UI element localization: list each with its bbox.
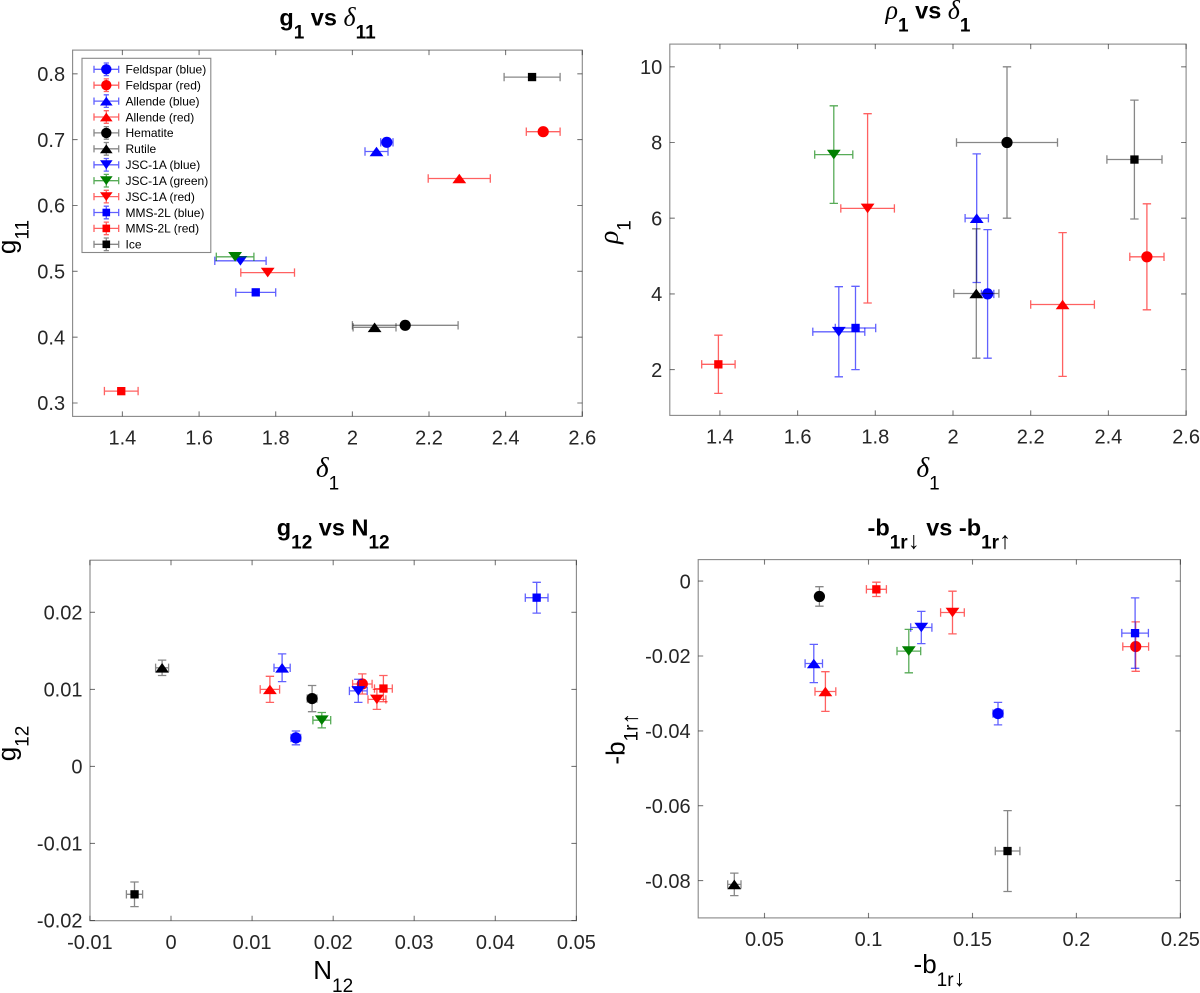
svg-text:Allende (blue): Allende (blue) [126, 94, 200, 108]
svg-text:g1​ vs δ11​: g1​ vs δ11​ [279, 3, 376, 44]
svg-text:2.6: 2.6 [568, 428, 596, 450]
svg-text:-0.02: -0.02 [37, 911, 83, 933]
svg-text:-0.02: -0.02 [645, 646, 691, 668]
svg-text:ρ1​ vs δ1​: ρ1​ vs δ1​ [885, 0, 971, 37]
svg-text:2: 2 [651, 360, 662, 382]
svg-text:-0.06: -0.06 [645, 796, 691, 818]
svg-text:0.01: 0.01 [44, 680, 83, 702]
svg-text:1.4: 1.4 [706, 427, 734, 449]
svg-text:-b1r↑​: -b1r↑​ [600, 713, 642, 765]
svg-text:Ice: Ice [126, 238, 142, 252]
svg-text:0.7: 0.7 [37, 130, 65, 152]
svg-text:8: 8 [651, 133, 662, 155]
svg-text:-b1r↓​ vs -b1r↑​: -b1r↓​ vs -b1r↑​ [868, 515, 1012, 555]
svg-text:1.8: 1.8 [262, 428, 290, 450]
svg-text:-b1r↓​: -b1r↓​ [914, 949, 966, 991]
svg-text:1.6: 1.6 [784, 427, 812, 449]
svg-text:0.1: 0.1 [855, 929, 883, 951]
svg-text:JSC-1A (green): JSC-1A (green) [126, 174, 209, 188]
svg-text:0: 0 [680, 571, 691, 593]
svg-text:1.6: 1.6 [185, 428, 213, 450]
svg-text:-0.04: -0.04 [645, 721, 691, 743]
svg-text:ρ1​: ρ1​ [593, 220, 636, 245]
svg-text:Rutile: Rutile [126, 142, 157, 156]
svg-text:2.4: 2.4 [1094, 427, 1122, 449]
svg-text:2: 2 [947, 427, 958, 449]
svg-text:0.8: 0.8 [37, 64, 65, 86]
svg-text:0.04: 0.04 [476, 932, 515, 954]
svg-text:10: 10 [640, 57, 662, 79]
svg-text:JSC-1A (red): JSC-1A (red) [126, 190, 195, 204]
svg-text:Hematite: Hematite [126, 126, 174, 140]
svg-text:0.02: 0.02 [314, 932, 353, 954]
svg-text:0: 0 [165, 932, 176, 954]
svg-text:2.6: 2.6 [1172, 427, 1200, 449]
svg-text:0.5: 0.5 [37, 262, 65, 284]
svg-text:δ1​: δ1​ [916, 452, 939, 495]
svg-text:MMS-2L (red): MMS-2L (red) [126, 222, 200, 236]
svg-text:2.2: 2.2 [1017, 427, 1045, 449]
svg-text:g12​ vs N12​: g12​ vs N12​ [277, 515, 390, 554]
svg-text:0.25: 0.25 [1161, 929, 1200, 951]
svg-text:0.05: 0.05 [557, 932, 596, 954]
svg-text:Allende (red): Allende (red) [126, 110, 195, 124]
svg-text:Feldspar (blue): Feldspar (blue) [126, 63, 207, 77]
svg-text:MMS-2L (blue): MMS-2L (blue) [126, 206, 205, 220]
svg-text:1.4: 1.4 [108, 428, 136, 450]
svg-text:0.4: 0.4 [37, 327, 65, 349]
svg-text:N12​: N12​ [313, 955, 353, 993]
svg-text:6: 6 [651, 208, 662, 230]
svg-text:0.2: 0.2 [1062, 929, 1090, 951]
svg-text:2.2: 2.2 [415, 428, 443, 450]
svg-text:4: 4 [651, 284, 662, 306]
svg-text:2.4: 2.4 [492, 428, 520, 450]
svg-text:0: 0 [71, 757, 82, 779]
svg-text:1.8: 1.8 [861, 427, 889, 449]
svg-text:0.05: 0.05 [745, 929, 784, 951]
svg-text:0.3: 0.3 [37, 393, 65, 415]
svg-text:δ1​: δ1​ [316, 452, 339, 495]
svg-text:0.6: 0.6 [37, 196, 65, 218]
svg-text:-0.01: -0.01 [67, 932, 113, 954]
svg-text:0.01: 0.01 [233, 932, 272, 954]
svg-text:-0.01: -0.01 [37, 834, 83, 856]
svg-text:0.03: 0.03 [395, 932, 434, 954]
svg-text:Feldspar (red): Feldspar (red) [126, 79, 201, 93]
svg-text:0.02: 0.02 [44, 603, 83, 625]
svg-text:g11​: g11​ [0, 220, 34, 254]
svg-text:-0.08: -0.08 [645, 871, 691, 893]
svg-text:0.15: 0.15 [953, 929, 992, 951]
svg-text:JSC-1A (blue): JSC-1A (blue) [126, 158, 201, 172]
svg-text:g12​: g12​ [0, 726, 34, 762]
svg-text:2: 2 [347, 428, 358, 450]
